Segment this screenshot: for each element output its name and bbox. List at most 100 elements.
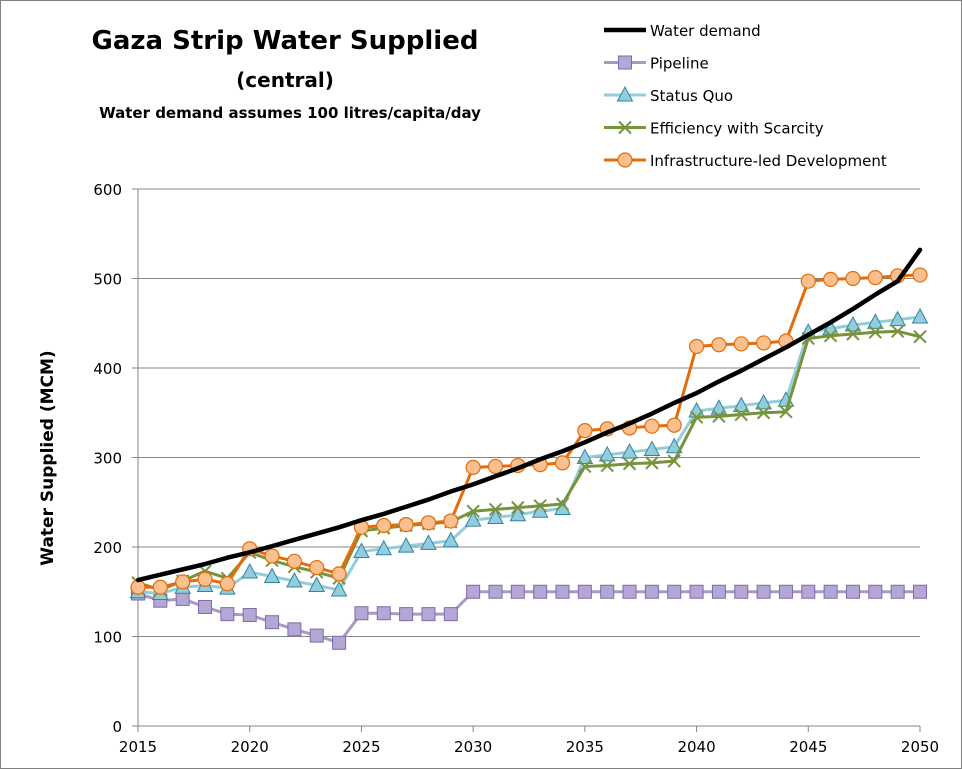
- data-point: [755, 393, 772, 410]
- data-point: [890, 324, 905, 339]
- data-point: [510, 584, 525, 599]
- data-point: [152, 579, 168, 595]
- data-point: [286, 553, 302, 569]
- data-point: [466, 584, 481, 599]
- legend: Water demand Pipeline Status Quo Efficiency…: [604, 22, 887, 170]
- y-axis-label: Water Supplied (MCM): [38, 350, 58, 565]
- data-point: [598, 445, 616, 462]
- data-point: [397, 537, 415, 553]
- data-point: [264, 548, 280, 564]
- data-point: [421, 607, 436, 622]
- data-point: [198, 599, 213, 614]
- data-point: [846, 327, 860, 341]
- data-point: [555, 497, 570, 511]
- data-point: [823, 584, 838, 599]
- legend-item: Efficiency with Scarcity: [604, 120, 824, 138]
- x-tick-label: 2050: [901, 738, 939, 756]
- data-point: [688, 338, 705, 355]
- legend-item: Infrastructure-led Development: [604, 152, 887, 170]
- data-point: [689, 584, 704, 599]
- data-point: [711, 584, 726, 599]
- data-point: [711, 337, 727, 353]
- data-point: [488, 584, 503, 599]
- data-point: [667, 584, 682, 599]
- data-point: [375, 539, 393, 556]
- data-point: [466, 504, 480, 518]
- x-tick-label: 2025: [342, 738, 380, 756]
- data-point: [577, 423, 593, 439]
- data-point: [263, 567, 281, 584]
- legend-marker: [618, 55, 632, 70]
- x-tick-label: 2030: [454, 738, 492, 756]
- gridlines: [138, 188, 920, 637]
- data-point: [511, 500, 525, 515]
- legend-marker: [618, 120, 632, 135]
- data-point: [420, 515, 437, 531]
- data-point: [533, 584, 548, 599]
- data-point: [622, 457, 637, 471]
- legend-label: Pipeline: [650, 55, 709, 73]
- data-point: [868, 584, 883, 599]
- data-point: [913, 584, 927, 599]
- legend-label: Efficiency with Scarcity: [650, 120, 824, 138]
- data-point: [175, 591, 190, 606]
- data-point: [197, 571, 213, 587]
- series-pipeline: [131, 584, 927, 650]
- data-point: [756, 406, 771, 420]
- x-tick-label: 2045: [789, 738, 827, 756]
- data-point: [712, 409, 726, 424]
- chart-subtitle: (central): [236, 68, 334, 92]
- data-point: [645, 456, 659, 470]
- legend-item: Pipeline: [604, 55, 709, 73]
- data-point: [913, 329, 927, 344]
- data-point: [576, 448, 594, 464]
- y-tick-label: 200: [93, 539, 122, 557]
- y-tick-label: 100: [93, 629, 122, 647]
- series-group: [129, 247, 929, 650]
- data-point: [130, 579, 146, 595]
- x-tick-label: 2015: [119, 738, 157, 756]
- x-tick-label: 2035: [566, 738, 604, 756]
- data-point: [890, 584, 905, 599]
- data-point: [844, 315, 862, 332]
- data-point: [487, 458, 504, 475]
- series-line: [135, 247, 923, 583]
- y-tick-label: 0: [112, 718, 122, 736]
- data-point: [220, 607, 235, 622]
- data-point: [376, 517, 392, 534]
- data-point: [242, 608, 257, 623]
- y-tick-label: 600: [93, 181, 122, 199]
- data-point: [287, 622, 302, 637]
- data-point: [644, 584, 659, 599]
- data-point: [644, 418, 660, 434]
- data-point: [487, 508, 504, 524]
- data-point: [241, 563, 259, 579]
- data-point: [308, 576, 326, 592]
- data-point: [465, 459, 481, 475]
- data-point: [801, 584, 816, 599]
- data-point: [175, 574, 191, 590]
- series-water-demand: [135, 247, 923, 583]
- data-point: [555, 584, 570, 599]
- data-point: [756, 584, 771, 599]
- data-point: [779, 405, 793, 419]
- chart-note: Water demand assumes 100 litres/capita/d…: [99, 104, 481, 122]
- y-tick-labels: 0 100 200 300 400 500 600: [93, 181, 122, 736]
- data-point: [533, 499, 547, 513]
- data-point: [823, 271, 839, 287]
- legend-marker: [616, 85, 634, 102]
- legend-label: Status Quo: [650, 87, 733, 105]
- data-point: [309, 559, 325, 576]
- data-point: [889, 310, 906, 327]
- series-line: [136, 273, 922, 589]
- data-point: [733, 336, 749, 352]
- data-point: [912, 267, 928, 283]
- data-point: [867, 270, 883, 286]
- series-infrastructure-led-development: [130, 267, 928, 595]
- data-point: [667, 454, 681, 468]
- data-point: [866, 313, 884, 329]
- axes: [132, 188, 921, 732]
- data-point: [376, 606, 391, 621]
- legend-label: Water demand: [650, 22, 761, 40]
- data-point: [823, 329, 838, 343]
